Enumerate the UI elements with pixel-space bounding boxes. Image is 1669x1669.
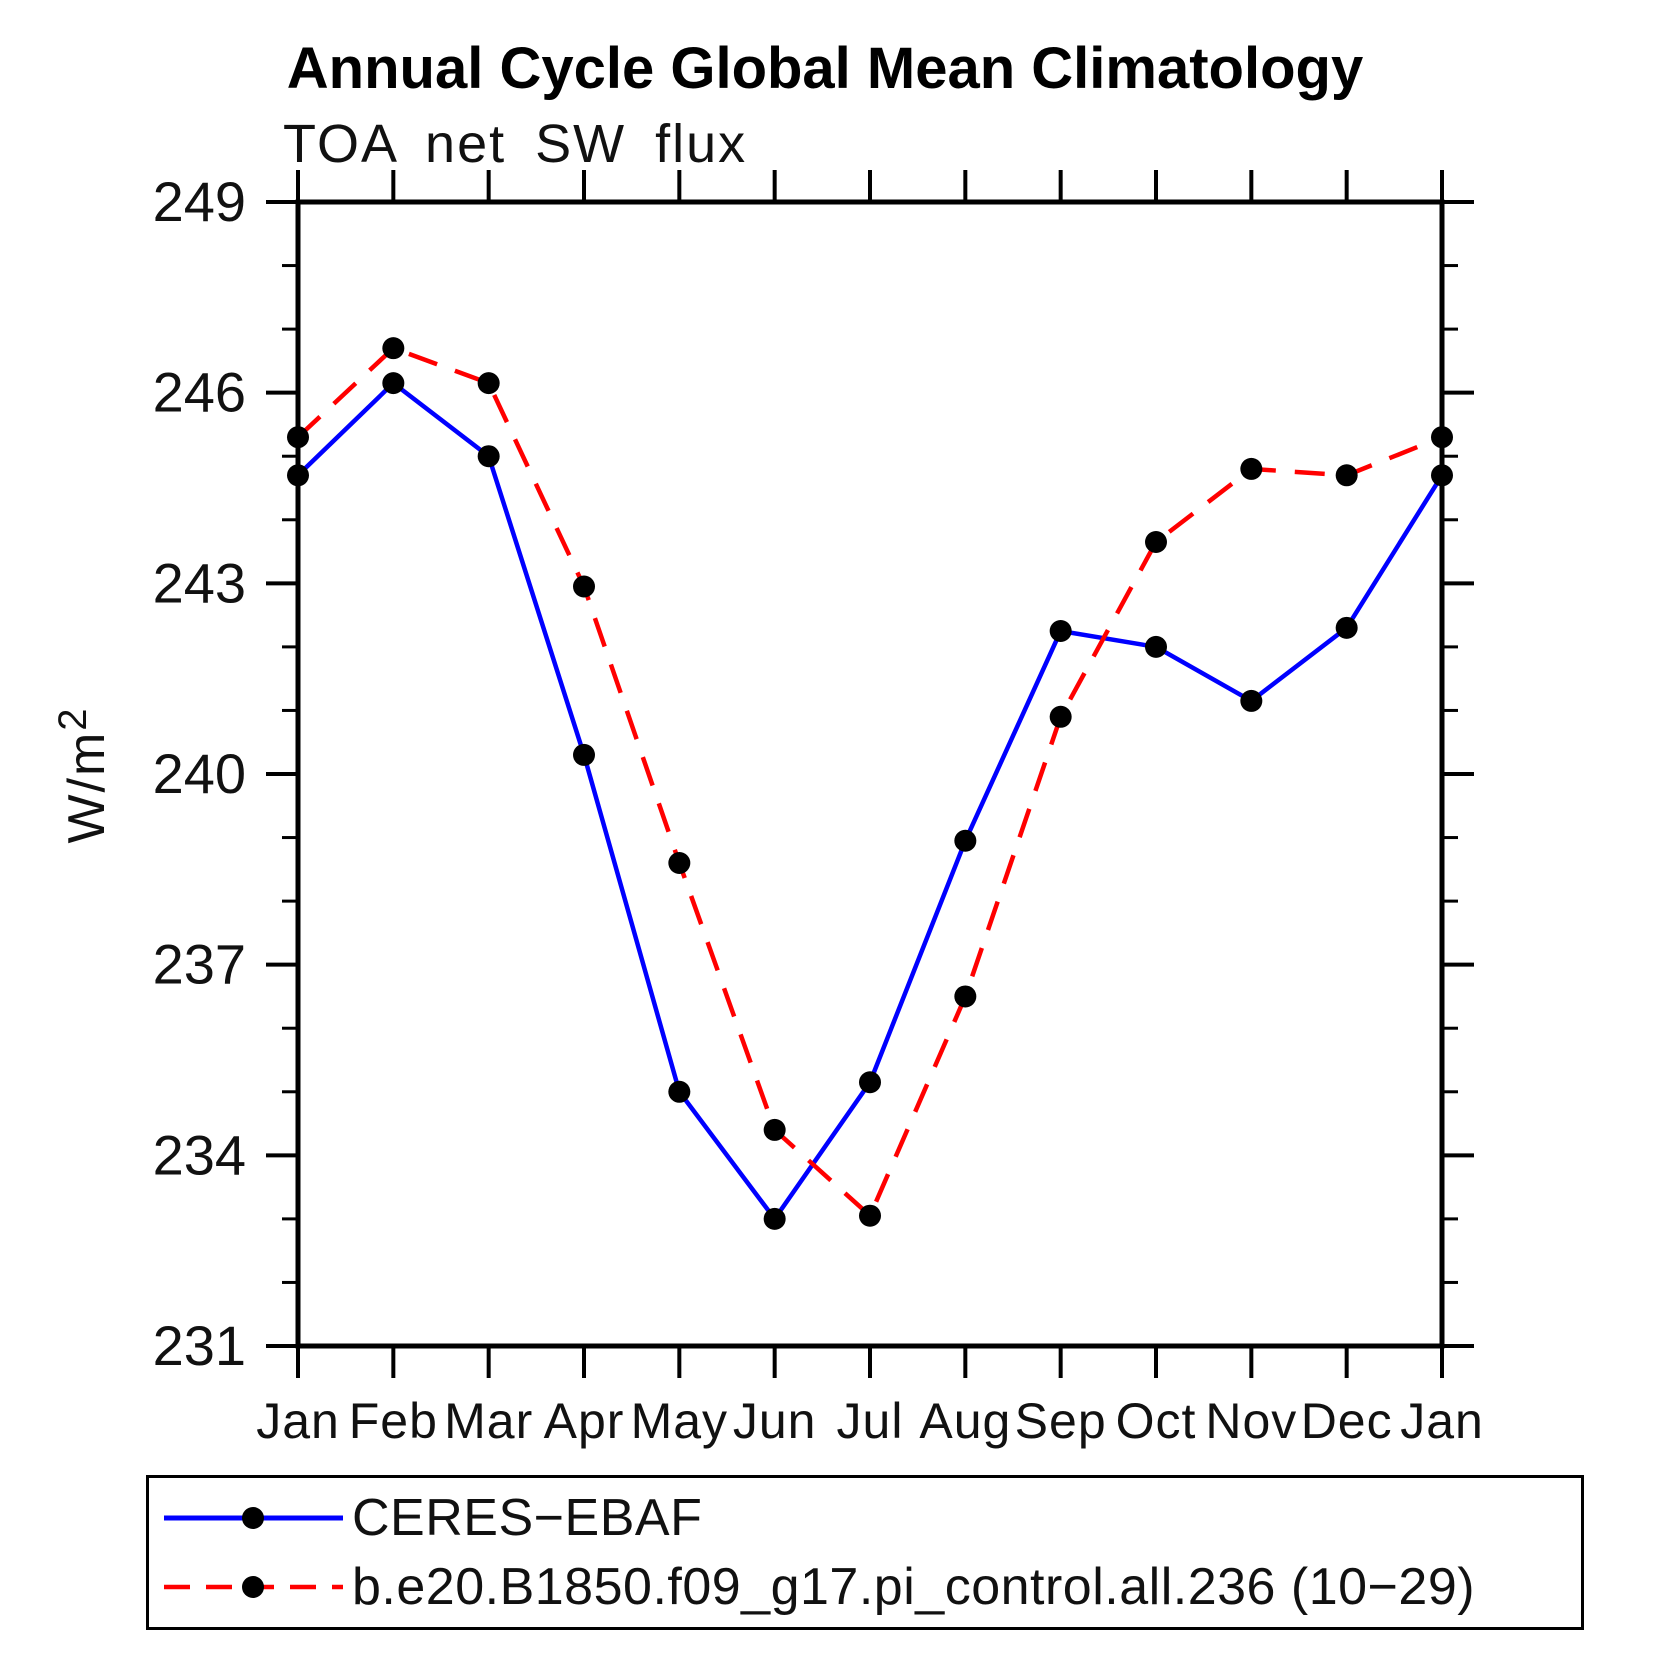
x-tick-label: May — [631, 1393, 728, 1449]
legend-item-ceres: CERES−EBAF — [161, 1489, 1581, 1548]
chart-title: Annual Cycle Global Mean Climatology — [287, 36, 1363, 101]
data-point-marker — [1431, 464, 1453, 487]
y-tick-label: 243 — [153, 551, 246, 614]
data-point-marker — [1240, 689, 1263, 712]
data-point-marker — [859, 1204, 881, 1227]
x-tick-label: Jun — [733, 1393, 817, 1449]
data-point-marker — [1335, 464, 1358, 487]
data-point-marker — [763, 1118, 786, 1141]
y-tick-label: 246 — [153, 361, 246, 424]
x-tick-label: Sep — [1015, 1393, 1107, 1449]
x-tick-label: Jul — [837, 1393, 904, 1449]
data-point-marker — [573, 743, 595, 766]
x-tick-label: Dec — [1301, 1393, 1393, 1449]
data-point-marker — [668, 851, 691, 874]
y-tick-label: 249 — [153, 170, 246, 233]
chart-subtitle: TOA net SW flux — [283, 114, 747, 174]
data-point-marker — [1240, 457, 1263, 480]
data-point-marker — [1145, 635, 1167, 658]
data-point-marker — [954, 829, 977, 852]
data-point-marker — [1431, 426, 1453, 449]
legend-line-sample-ceres-icon — [164, 1507, 343, 1530]
data-point-marker — [382, 372, 405, 395]
data-point-marker — [573, 575, 595, 598]
data-point-marker — [954, 985, 977, 1008]
data-point-marker — [668, 1080, 691, 1103]
y-tick-label: 240 — [153, 742, 246, 805]
data-point-marker — [859, 1071, 881, 1094]
legend-label-model: b.e20.B1850.f09_g17.pi_control.all.236 (… — [352, 1557, 1476, 1616]
data-point-marker — [1049, 705, 1072, 728]
y-tick-label: 234 — [153, 1123, 246, 1186]
y-tick-label: 231 — [153, 1314, 246, 1377]
data-point-marker — [287, 426, 309, 449]
data-point-marker — [382, 337, 405, 360]
x-tick-label: Jan — [256, 1393, 340, 1449]
legend-marker — [242, 1507, 264, 1530]
data-point-marker — [763, 1207, 786, 1230]
y-axis-label: W/m2 — [51, 706, 116, 843]
legend-item-model: b.e20.B1850.f09_g17.pi_control.all.236 (… — [161, 1557, 1581, 1616]
data-point-marker — [477, 372, 500, 395]
data-point-marker — [1145, 531, 1167, 554]
legend-line-sample-model-icon — [164, 1575, 343, 1598]
data-point-marker — [1049, 620, 1072, 642]
x-tick-label: Apr — [544, 1393, 625, 1449]
x-tick-label: Feb — [349, 1393, 438, 1449]
y-tick-label: 237 — [153, 933, 246, 996]
legend: CERES−EBAF b.e20.B1850.f09_g17.pi_contro… — [146, 1475, 1584, 1630]
x-tick-label: Nov — [1205, 1393, 1297, 1449]
x-tick-label: Oct — [1116, 1393, 1197, 1449]
series-line-0 — [296, 380, 1444, 1223]
legend-label-ceres: CERES−EBAF — [352, 1489, 703, 1548]
x-tick-label: Mar — [444, 1393, 533, 1449]
plot-frame — [295, 199, 1445, 1349]
data-point-marker — [477, 445, 500, 468]
legend-marker — [242, 1575, 264, 1598]
data-point-marker — [1335, 616, 1358, 639]
data-point-marker — [287, 464, 309, 487]
x-tick-label: Aug — [919, 1393, 1011, 1449]
x-tick-label: Jan — [1400, 1393, 1484, 1449]
